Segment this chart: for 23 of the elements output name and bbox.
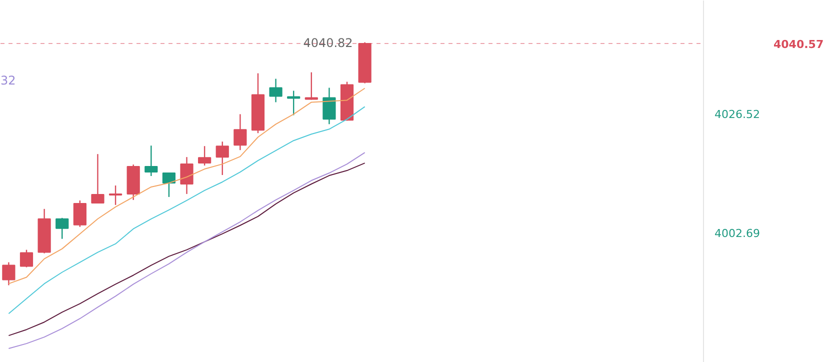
ref-line-label: 4040.57 [774,38,824,52]
candlestick [180,156,194,195]
candlestick [287,90,300,116]
candlestick [108,184,122,206]
candlestick [91,153,104,204]
candlestick [2,262,16,286]
candlestick [234,114,247,151]
line-series [8,88,366,284]
candlestick [269,78,282,103]
candlestick [304,72,318,100]
candlestick [162,172,176,198]
y-tick-label: 4026.52 [714,108,760,122]
candlestick [216,141,229,176]
y-tick-label: 4002.69 [714,226,760,240]
candlestick [56,217,69,240]
annotation: 32 [0,74,16,88]
candlestick [144,145,158,177]
candlestick [322,87,336,125]
line-series [8,106,366,314]
candlestick [20,249,34,268]
candlestick [198,146,212,166]
candlestick [73,200,86,228]
annotation: 4040.82 [303,36,353,50]
